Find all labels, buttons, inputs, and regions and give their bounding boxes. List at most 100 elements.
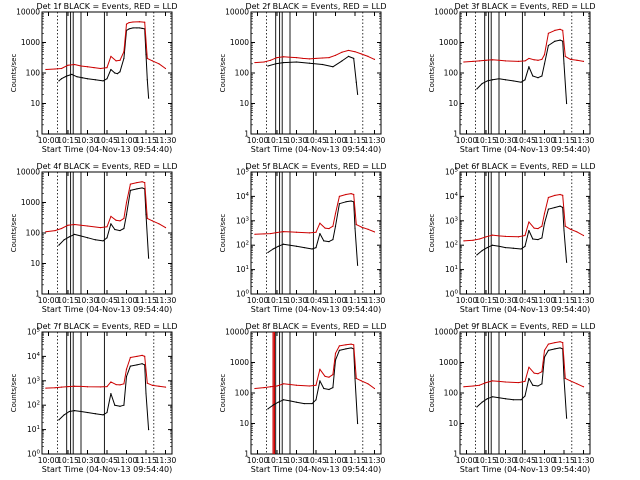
series-point — [269, 59, 272, 61]
series-point — [158, 63, 160, 65]
series-point — [276, 231, 278, 234]
series-point — [357, 93, 359, 95]
y-tick-label: 1000 — [21, 38, 40, 47]
x-tick-label: 10:15 — [57, 296, 79, 305]
series-point — [543, 54, 546, 56]
series-point — [566, 417, 568, 419]
y-tick-label: 1000 — [230, 38, 249, 47]
y-tick-label: 104 — [236, 192, 250, 201]
x-tick-label: 11:00 — [325, 456, 347, 465]
x-tick-label: 10:00 — [456, 456, 478, 465]
series-point — [303, 246, 305, 249]
series-point — [463, 61, 465, 63]
x-tick-label: 10:30 — [286, 456, 308, 465]
series-point — [360, 53, 363, 55]
y-tick-label: 103 — [236, 216, 250, 225]
x-tick-label: 11:15 — [135, 136, 157, 145]
y-axis-label: Counts/sec — [10, 54, 18, 93]
series-point — [315, 231, 317, 233]
series-point — [350, 347, 352, 349]
series-point — [125, 368, 128, 370]
series-point — [478, 384, 481, 386]
series-point — [357, 422, 359, 425]
series-point — [93, 67, 95, 69]
x-tick-label: 10:45 — [96, 456, 118, 465]
y-tick-label: 102 — [445, 241, 458, 250]
lld-series-line — [463, 341, 584, 388]
series-point — [532, 238, 534, 240]
series-point — [547, 44, 550, 47]
y-tick-label: 10 — [30, 99, 40, 108]
series-point — [80, 65, 82, 67]
series-point — [532, 75, 534, 77]
x-tick-label: 11:00 — [116, 456, 138, 465]
x-tick-label: 10:45 — [514, 456, 536, 465]
series-point — [54, 229, 56, 232]
series-point — [289, 56, 291, 58]
series-point — [272, 404, 274, 406]
series-point — [289, 400, 291, 402]
series-point — [60, 386, 63, 388]
series-point — [254, 387, 256, 390]
x-tick-label: 10:00 — [38, 456, 60, 465]
series-point — [481, 250, 483, 252]
series-point — [295, 231, 298, 233]
series-point — [554, 194, 556, 196]
chart-title: Det 7f BLACK = Events, RED = LLD — [36, 322, 177, 331]
series-point — [543, 212, 546, 215]
series-point — [338, 345, 340, 347]
chart-title: Det 3f BLACK = Events, RED = LLD — [454, 2, 595, 11]
lld-series-line — [254, 343, 375, 389]
chart-panel-3: Det 3f BLACK = Events, RED = LLD 1 10 100 10… — [428, 2, 596, 154]
series-point — [141, 27, 143, 29]
series-point — [345, 344, 347, 346]
series-point — [566, 102, 568, 105]
series-point — [354, 377, 356, 380]
x-tick-label: 10:15 — [266, 136, 288, 145]
x-tick-label: 10:15 — [266, 296, 288, 305]
series-point — [543, 222, 546, 224]
series-point — [302, 57, 304, 60]
series-point — [334, 212, 337, 215]
series-point — [324, 375, 326, 378]
series-point — [569, 380, 572, 382]
x-tick-label: 10:30 — [77, 136, 99, 145]
series-point — [308, 385, 311, 387]
series-point — [58, 419, 60, 421]
series-point — [73, 410, 76, 412]
x-tick-label: 11:15 — [553, 296, 575, 305]
series-point — [263, 233, 265, 235]
series-point — [106, 78, 108, 80]
y-tick-label: 10000 — [225, 328, 249, 337]
series-point — [60, 67, 63, 70]
series-point — [491, 244, 494, 246]
y-axis-label: Counts/sec — [219, 54, 227, 93]
series-point — [114, 404, 116, 406]
x-tick-label: 10:30 — [77, 296, 99, 305]
series-point — [345, 193, 347, 196]
series-point — [569, 228, 572, 230]
series-point — [58, 80, 60, 82]
series-point — [472, 385, 474, 387]
series-point — [67, 385, 69, 388]
series-point — [341, 51, 343, 53]
series-point — [136, 355, 138, 357]
x-tick-label: 10:30 — [286, 136, 308, 145]
x-axis-label: Start Time (04-Nov-13 09:54:40) — [460, 305, 590, 314]
series-point — [476, 88, 478, 90]
y-tick-label: 1000 — [230, 358, 249, 367]
series-point — [106, 385, 108, 388]
lld-series-line — [254, 193, 375, 235]
x-tick-label: 10:00 — [38, 296, 60, 305]
x-tick-label: 10:30 — [77, 456, 99, 465]
series-point — [504, 381, 507, 383]
series-point — [144, 21, 146, 23]
series-point — [576, 231, 578, 233]
series-point — [350, 200, 352, 202]
y-tick-label: 101 — [445, 265, 458, 274]
series-point — [315, 246, 317, 249]
series-point — [353, 57, 355, 60]
lld-series-line — [45, 354, 166, 389]
series-point — [148, 97, 150, 99]
